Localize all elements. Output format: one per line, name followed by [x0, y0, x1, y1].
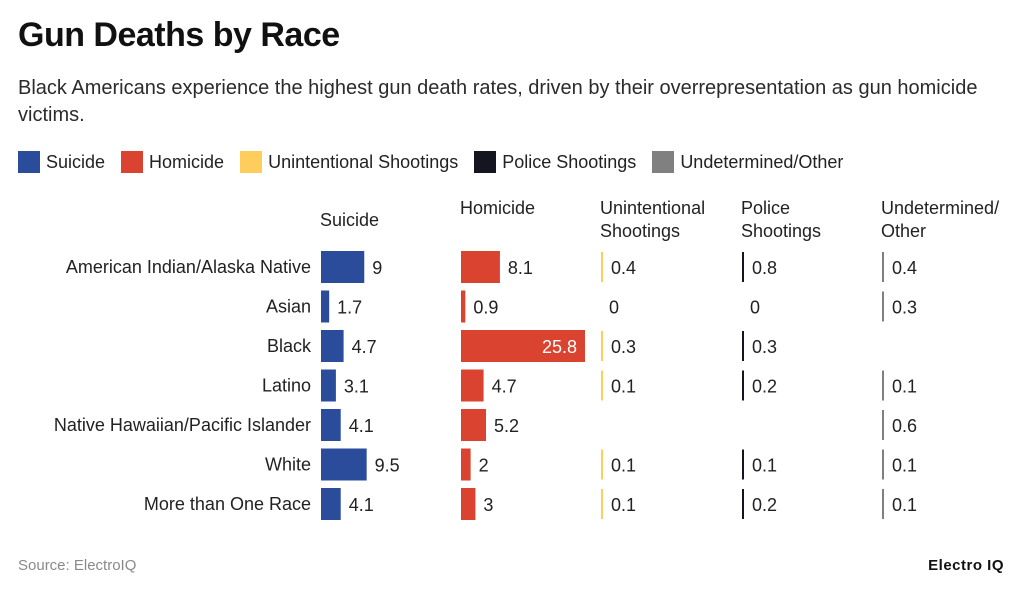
legend-swatch-undetermined [652, 151, 675, 173]
data-label-homicide-more-than-one-race: 3 [483, 495, 493, 515]
bar-unintentional-shootings-black [601, 331, 603, 361]
data-label-suicide-latino: 3.1 [344, 377, 369, 397]
column-header-police-shootings-line2: Shootings [741, 221, 821, 241]
legend-label-undetermined: Undetermined/Other [680, 151, 844, 172]
data-label-suicide-black: 4.7 [352, 337, 377, 357]
legend-label-unintentional: Unintentional Shootings [268, 151, 459, 172]
row-label-more-than-one-race: More than One Race [144, 494, 311, 514]
data-label-homicide-black: 25.8 [542, 337, 577, 357]
bar-homicide-latino [461, 369, 484, 402]
data-label-police-shootings-american-indian-alaska-native: 0.8 [752, 258, 777, 278]
data-label-unintentional-shootings-black: 0.3 [611, 337, 636, 357]
data-label-police-shootings-black: 0.3 [752, 337, 777, 357]
data-label-homicide-white: 2 [479, 456, 489, 476]
bar-homicide-black [461, 330, 585, 362]
legend-swatch-unintentional [240, 151, 263, 173]
bar-undetermined-other-latino [882, 370, 884, 401]
column-header-unintentional-shootings-line2: Shootings [600, 221, 680, 241]
column-header-undetermined-other-line1: Undetermined/ [881, 198, 999, 218]
legend-swatch-homicide [121, 151, 144, 173]
bar-suicide-more-than-one-race [321, 488, 341, 520]
column-header-undetermined-other-line2: Other [881, 221, 926, 241]
bar-homicide-native-hawaiian-pacific-islander [461, 409, 486, 441]
data-label-undetermined-other-native-hawaiian-pacific-islander: 0.6 [892, 416, 917, 436]
bar-unintentional-shootings-more-than-one-race [601, 489, 603, 519]
legend-item-unintentional: Unintentional Shootings [240, 151, 458, 173]
bar-police-shootings-more-than-one-race [742, 489, 744, 519]
bar-unintentional-shootings-latino [601, 370, 603, 401]
data-label-homicide-american-indian-alaska-native: 8.1 [508, 258, 533, 278]
bar-suicide-native-hawaiian-pacific-islander [321, 409, 341, 441]
row-label-black: Black [267, 336, 312, 356]
bar-undetermined-other-asian [882, 291, 884, 322]
bar-unintentional-shootings-american-indian-alaska-native [601, 252, 603, 282]
data-label-unintentional-shootings-white: 0.1 [611, 456, 636, 476]
data-label-police-shootings-white: 0.1 [752, 456, 777, 476]
bar-suicide-black [321, 330, 344, 362]
chart-subtitle: Black Americans experience the highest g… [18, 77, 978, 126]
bar-unintentional-shootings-white [601, 449, 603, 480]
bar-suicide-white [321, 448, 367, 481]
bar-police-shootings-american-indian-alaska-native [742, 252, 744, 282]
legend-item-suicide: Suicide [18, 151, 105, 173]
column-header-police-shootings-line1: Police [741, 198, 790, 218]
column-header-suicide: Suicide [320, 210, 379, 230]
bar-suicide-american-indian-alaska-native [321, 251, 365, 283]
data-label-homicide-native-hawaiian-pacific-islander: 5.2 [494, 416, 519, 436]
bar-undetermined-other-white [882, 449, 884, 480]
bar-suicide-asian [321, 290, 330, 323]
bar-undetermined-other-more-than-one-race [882, 489, 884, 519]
row-label-latino: Latino [262, 376, 311, 396]
legend-item-undetermined: Undetermined/Other [652, 151, 843, 173]
data-label-police-shootings-asian: 0 [750, 298, 760, 318]
column-header-homicide: Homicide [460, 198, 535, 218]
legend-swatch-police [474, 151, 497, 173]
bar-homicide-white [461, 448, 471, 481]
row-label-native-hawaiian-pacific-islander: Native Hawaiian/Pacific Islander [54, 415, 311, 435]
bar-police-shootings-white [742, 449, 744, 480]
source-note: Source: ElectroIQ [18, 557, 137, 574]
bar-suicide-latino [321, 369, 336, 402]
data-label-undetermined-other-asian: 0.3 [892, 298, 917, 318]
bar-homicide-asian [461, 290, 466, 323]
row-label-white: White [265, 455, 311, 475]
column-header-unintentional-shootings-line1: Unintentional [600, 198, 705, 218]
data-label-undetermined-other-american-indian-alaska-native: 0.4 [892, 258, 917, 278]
data-label-police-shootings-latino: 0.2 [752, 377, 777, 397]
data-label-homicide-asian: 0.9 [473, 298, 498, 318]
row-label-asian: Asian [266, 297, 311, 317]
data-label-homicide-latino: 4.7 [492, 377, 517, 397]
row-label-american-indian-alaska-native: American Indian/Alaska Native [66, 257, 311, 277]
bar-police-shootings-black [742, 331, 744, 361]
legend-item-homicide: Homicide [121, 151, 224, 173]
data-label-unintentional-shootings-american-indian-alaska-native: 0.4 [611, 258, 636, 278]
data-label-suicide-asian: 1.7 [337, 298, 362, 318]
brand-logo: Electro IQ [928, 557, 1004, 574]
bar-homicide-more-than-one-race [461, 488, 476, 520]
legend-label-suicide: Suicide [46, 151, 106, 172]
legend-item-police: Police Shootings [474, 151, 636, 173]
data-label-suicide-native-hawaiian-pacific-islander: 4.1 [349, 416, 374, 436]
bar-undetermined-other-native-hawaiian-pacific-islander [882, 410, 884, 440]
chart-title: Gun Deaths by Race [18, 16, 340, 54]
legend: Suicide Homicide Unintentional Shootings… [18, 150, 859, 174]
bar-undetermined-other-american-indian-alaska-native [882, 252, 884, 282]
data-label-suicide-more-than-one-race: 4.1 [349, 495, 374, 515]
data-label-police-shootings-more-than-one-race: 0.2 [752, 495, 777, 515]
bar-homicide-american-indian-alaska-native [461, 251, 500, 283]
data-label-unintentional-shootings-more-than-one-race: 0.1 [611, 495, 636, 515]
data-label-suicide-white: 9.5 [375, 456, 400, 476]
bar-police-shootings-latino [742, 370, 744, 401]
data-label-undetermined-other-more-than-one-race: 0.1 [892, 495, 917, 515]
legend-label-homicide: Homicide [149, 151, 225, 172]
data-label-undetermined-other-latino: 0.1 [892, 377, 917, 397]
data-label-undetermined-other-white: 0.1 [892, 456, 917, 476]
data-label-suicide-american-indian-alaska-native: 9 [372, 258, 382, 278]
data-label-unintentional-shootings-asian: 0 [609, 298, 619, 318]
data-label-unintentional-shootings-latino: 0.1 [611, 377, 636, 397]
legend-swatch-suicide [18, 151, 40, 173]
legend-label-police: Police Shootings [502, 151, 637, 172]
